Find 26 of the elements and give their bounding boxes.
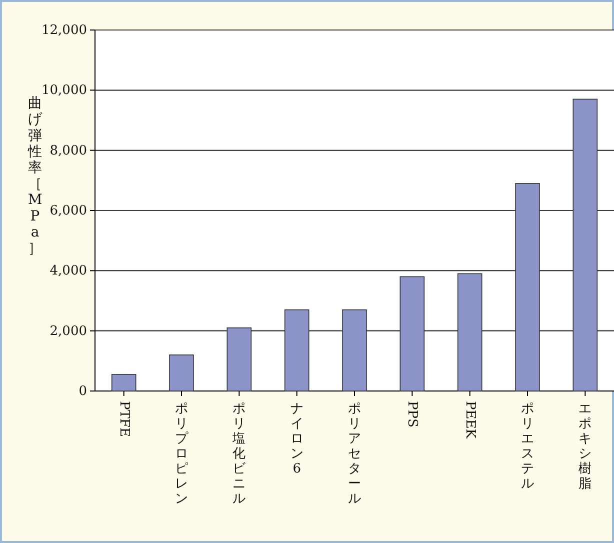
y-tick-label: 12,000: [42, 23, 87, 38]
x-tick-label: PEEK: [462, 401, 478, 439]
x-tick-label: ポリアセタール: [348, 402, 361, 506]
y-tick-label: 6,000: [50, 204, 87, 218]
y-tick-label: 2,000: [50, 324, 87, 339]
bar: [400, 276, 425, 392]
x-tick-label: ポリプロピレン: [175, 402, 189, 506]
y-tick-label: 0: [78, 384, 87, 399]
bar: [572, 98, 598, 392]
y-tick-label: 4,000: [50, 264, 87, 279]
x-tick-label: PTFE: [116, 401, 132, 437]
bar: [342, 309, 367, 392]
x-tick-label: PPS: [404, 401, 420, 428]
x-tick-label: ナイロン6: [290, 402, 304, 476]
bar: [226, 327, 252, 392]
y-tick-label: 8,000: [50, 143, 87, 158]
x-tick-label: ポリエステル: [521, 402, 534, 492]
bar: [111, 374, 136, 392]
x-tick-label: エポキシ樹脂: [578, 402, 592, 492]
bar: [284, 309, 310, 392]
bar: [169, 354, 194, 392]
text: 曲げ弾性率［MPa］: [28, 96, 42, 256]
bar: [457, 273, 482, 392]
y-tick-label: 10,000: [42, 83, 87, 98]
bar: [515, 183, 540, 392]
x-tick-label: ポリ塩化ビニル: [232, 402, 247, 506]
